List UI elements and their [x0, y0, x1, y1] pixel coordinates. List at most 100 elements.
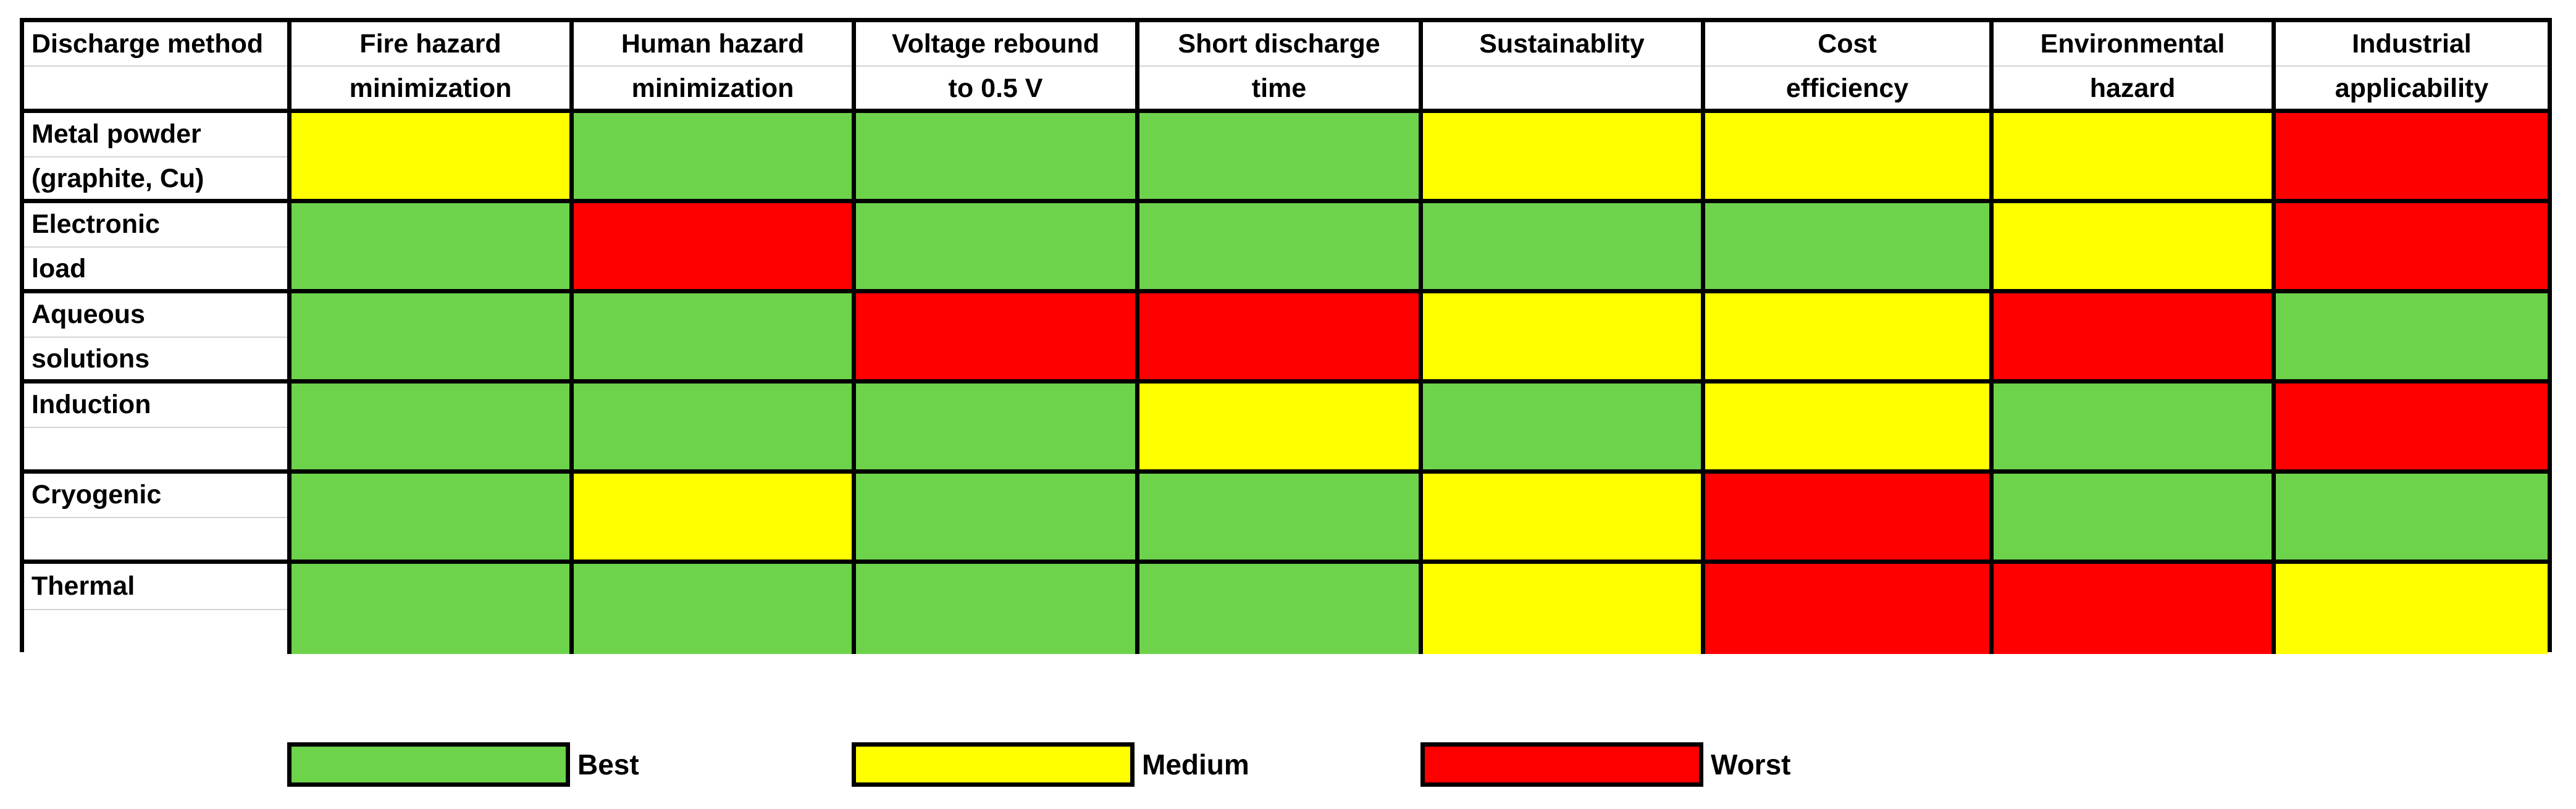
header-criterion-6: Cost efficiency	[1705, 22, 1994, 113]
method-cell: Thermal	[24, 564, 292, 654]
rating-cell-best	[1139, 564, 1423, 654]
header-label-line1: Fire hazard	[359, 28, 501, 59]
header-label-line2: efficiency	[1705, 65, 1989, 110]
rating-cell-best	[856, 113, 1139, 203]
rating-cell-best	[292, 293, 574, 384]
rating-cell-best	[2276, 474, 2548, 564]
legend-label-worst: Worst	[1711, 748, 1791, 781]
rating-cell-best	[856, 384, 1139, 474]
rating-cell-worst	[1139, 293, 1423, 384]
method-label-line2	[24, 609, 287, 655]
rating-cell-medium	[2276, 564, 2548, 654]
header-label-line2	[1423, 65, 1701, 110]
rating-cell-best	[856, 564, 1139, 654]
rating-cell-best	[1423, 384, 1705, 474]
rating-cell-medium	[1994, 203, 2276, 293]
rating-cell-worst	[1705, 474, 1994, 564]
rating-cell-worst	[1705, 564, 1994, 654]
method-label-line1: Metal powder	[31, 119, 201, 149]
method-label-line1: Induction	[31, 390, 151, 420]
header-criterion-4: Short discharge time	[1139, 22, 1423, 113]
rating-cell-medium	[292, 113, 574, 203]
header-label-line1: Cost	[1818, 28, 1877, 59]
rating-cell-best	[292, 384, 574, 474]
rating-cell-worst	[2276, 203, 2548, 293]
rating-cell-medium	[1423, 564, 1705, 654]
legend-swatch-best	[287, 742, 570, 787]
rating-cell-best	[574, 384, 856, 474]
table-row: Cryogenic	[24, 474, 2548, 564]
rating-cell-best	[292, 474, 574, 564]
header-label-line2: hazard	[1994, 65, 2272, 110]
rating-cell-best	[1139, 113, 1423, 203]
rating-cell-medium	[1139, 384, 1423, 474]
rating-cell-best	[856, 203, 1139, 293]
header-label-line2	[24, 65, 287, 110]
table-row: Induction	[24, 384, 2548, 474]
header-criterion-2: Human hazard minimization	[574, 22, 856, 113]
rating-cell-best	[1705, 203, 1994, 293]
rating-cell-best	[1139, 203, 1423, 293]
header-criterion-1: Fire hazard minimization	[292, 22, 574, 113]
table-row: Thermal	[24, 564, 2548, 654]
method-cell: Induction	[24, 384, 292, 474]
rating-cell-best	[574, 293, 856, 384]
method-cell: Aqueous solutions	[24, 293, 292, 384]
rating-cell-worst	[2276, 113, 2548, 203]
table-header-row: Discharge method Fire hazard minimization H…	[24, 22, 2548, 113]
rating-cell-medium	[574, 474, 856, 564]
rating-cell-medium	[1423, 113, 1705, 203]
rating-cell-best	[1994, 474, 2276, 564]
method-label-line1: Aqueous	[31, 300, 145, 330]
rating-cell-worst	[2276, 384, 2548, 474]
header-label-line2: applicability	[2276, 65, 2548, 110]
legend-swatch-medium	[852, 742, 1135, 787]
header-label-line2: to 0.5 V	[856, 65, 1135, 110]
rating-cell-best	[574, 564, 856, 654]
rating-cell-best	[1994, 384, 2276, 474]
rating-cell-best	[2276, 293, 2548, 384]
header-label-line1: Short discharge	[1178, 28, 1380, 59]
legend-label-best: Best	[577, 748, 639, 781]
rating-cell-worst	[1994, 564, 2276, 654]
header-criterion-5: Sustainablity	[1423, 22, 1705, 113]
header-label-line1: Industrial	[2352, 28, 2472, 59]
rating-cell-best	[1423, 203, 1705, 293]
method-label-line1: Thermal	[31, 571, 135, 601]
method-label-line2: solutions	[24, 336, 287, 381]
header-label-line2: minimization	[574, 65, 852, 110]
header-label-line1: Human hazard	[621, 28, 805, 59]
header-label-line2: minimization	[292, 65, 569, 110]
method-cell: Electronic load	[24, 203, 292, 293]
rating-cell-medium	[1705, 113, 1994, 203]
method-cell: Cryogenic	[24, 474, 292, 564]
method-label-line1: Electronic	[31, 209, 160, 240]
table-row: Electronic load	[24, 203, 2548, 293]
header-criterion-7: Environmental hazard	[1994, 22, 2276, 113]
rating-cell-medium	[1994, 113, 2276, 203]
rating-cell-best	[292, 203, 574, 293]
rating-cell-worst	[574, 203, 856, 293]
method-label-line1: Cryogenic	[31, 480, 162, 510]
header-label-line1: Voltage rebound	[891, 28, 1100, 59]
rating-cell-best	[1139, 474, 1423, 564]
method-cell: Metal powder (graphite, Cu)	[24, 113, 292, 203]
rating-cell-best	[574, 113, 856, 203]
rating-cell-medium	[1423, 293, 1705, 384]
rating-cell-medium	[1705, 293, 1994, 384]
rating-cell-medium	[1423, 474, 1705, 564]
header-label-line1: Sustainablity	[1479, 28, 1645, 59]
rating-cell-best	[292, 564, 574, 654]
rating-cell-best	[856, 474, 1139, 564]
legend-swatch-worst	[1420, 742, 1703, 787]
header-label-line1: Environmental	[2040, 28, 2225, 59]
method-label-line2: (graphite, Cu)	[24, 156, 287, 201]
table-row: Metal powder (graphite, Cu)	[24, 113, 2548, 203]
rating-cell-medium	[1705, 384, 1994, 474]
method-label-line2	[24, 516, 287, 561]
method-label-line2	[24, 426, 287, 471]
comparison-table: Discharge method Fire hazard minimization H…	[20, 18, 2552, 654]
header-label-line2: time	[1139, 65, 1419, 110]
header-discharge-method: Discharge method	[24, 22, 292, 113]
method-label-line2: load	[24, 246, 287, 291]
